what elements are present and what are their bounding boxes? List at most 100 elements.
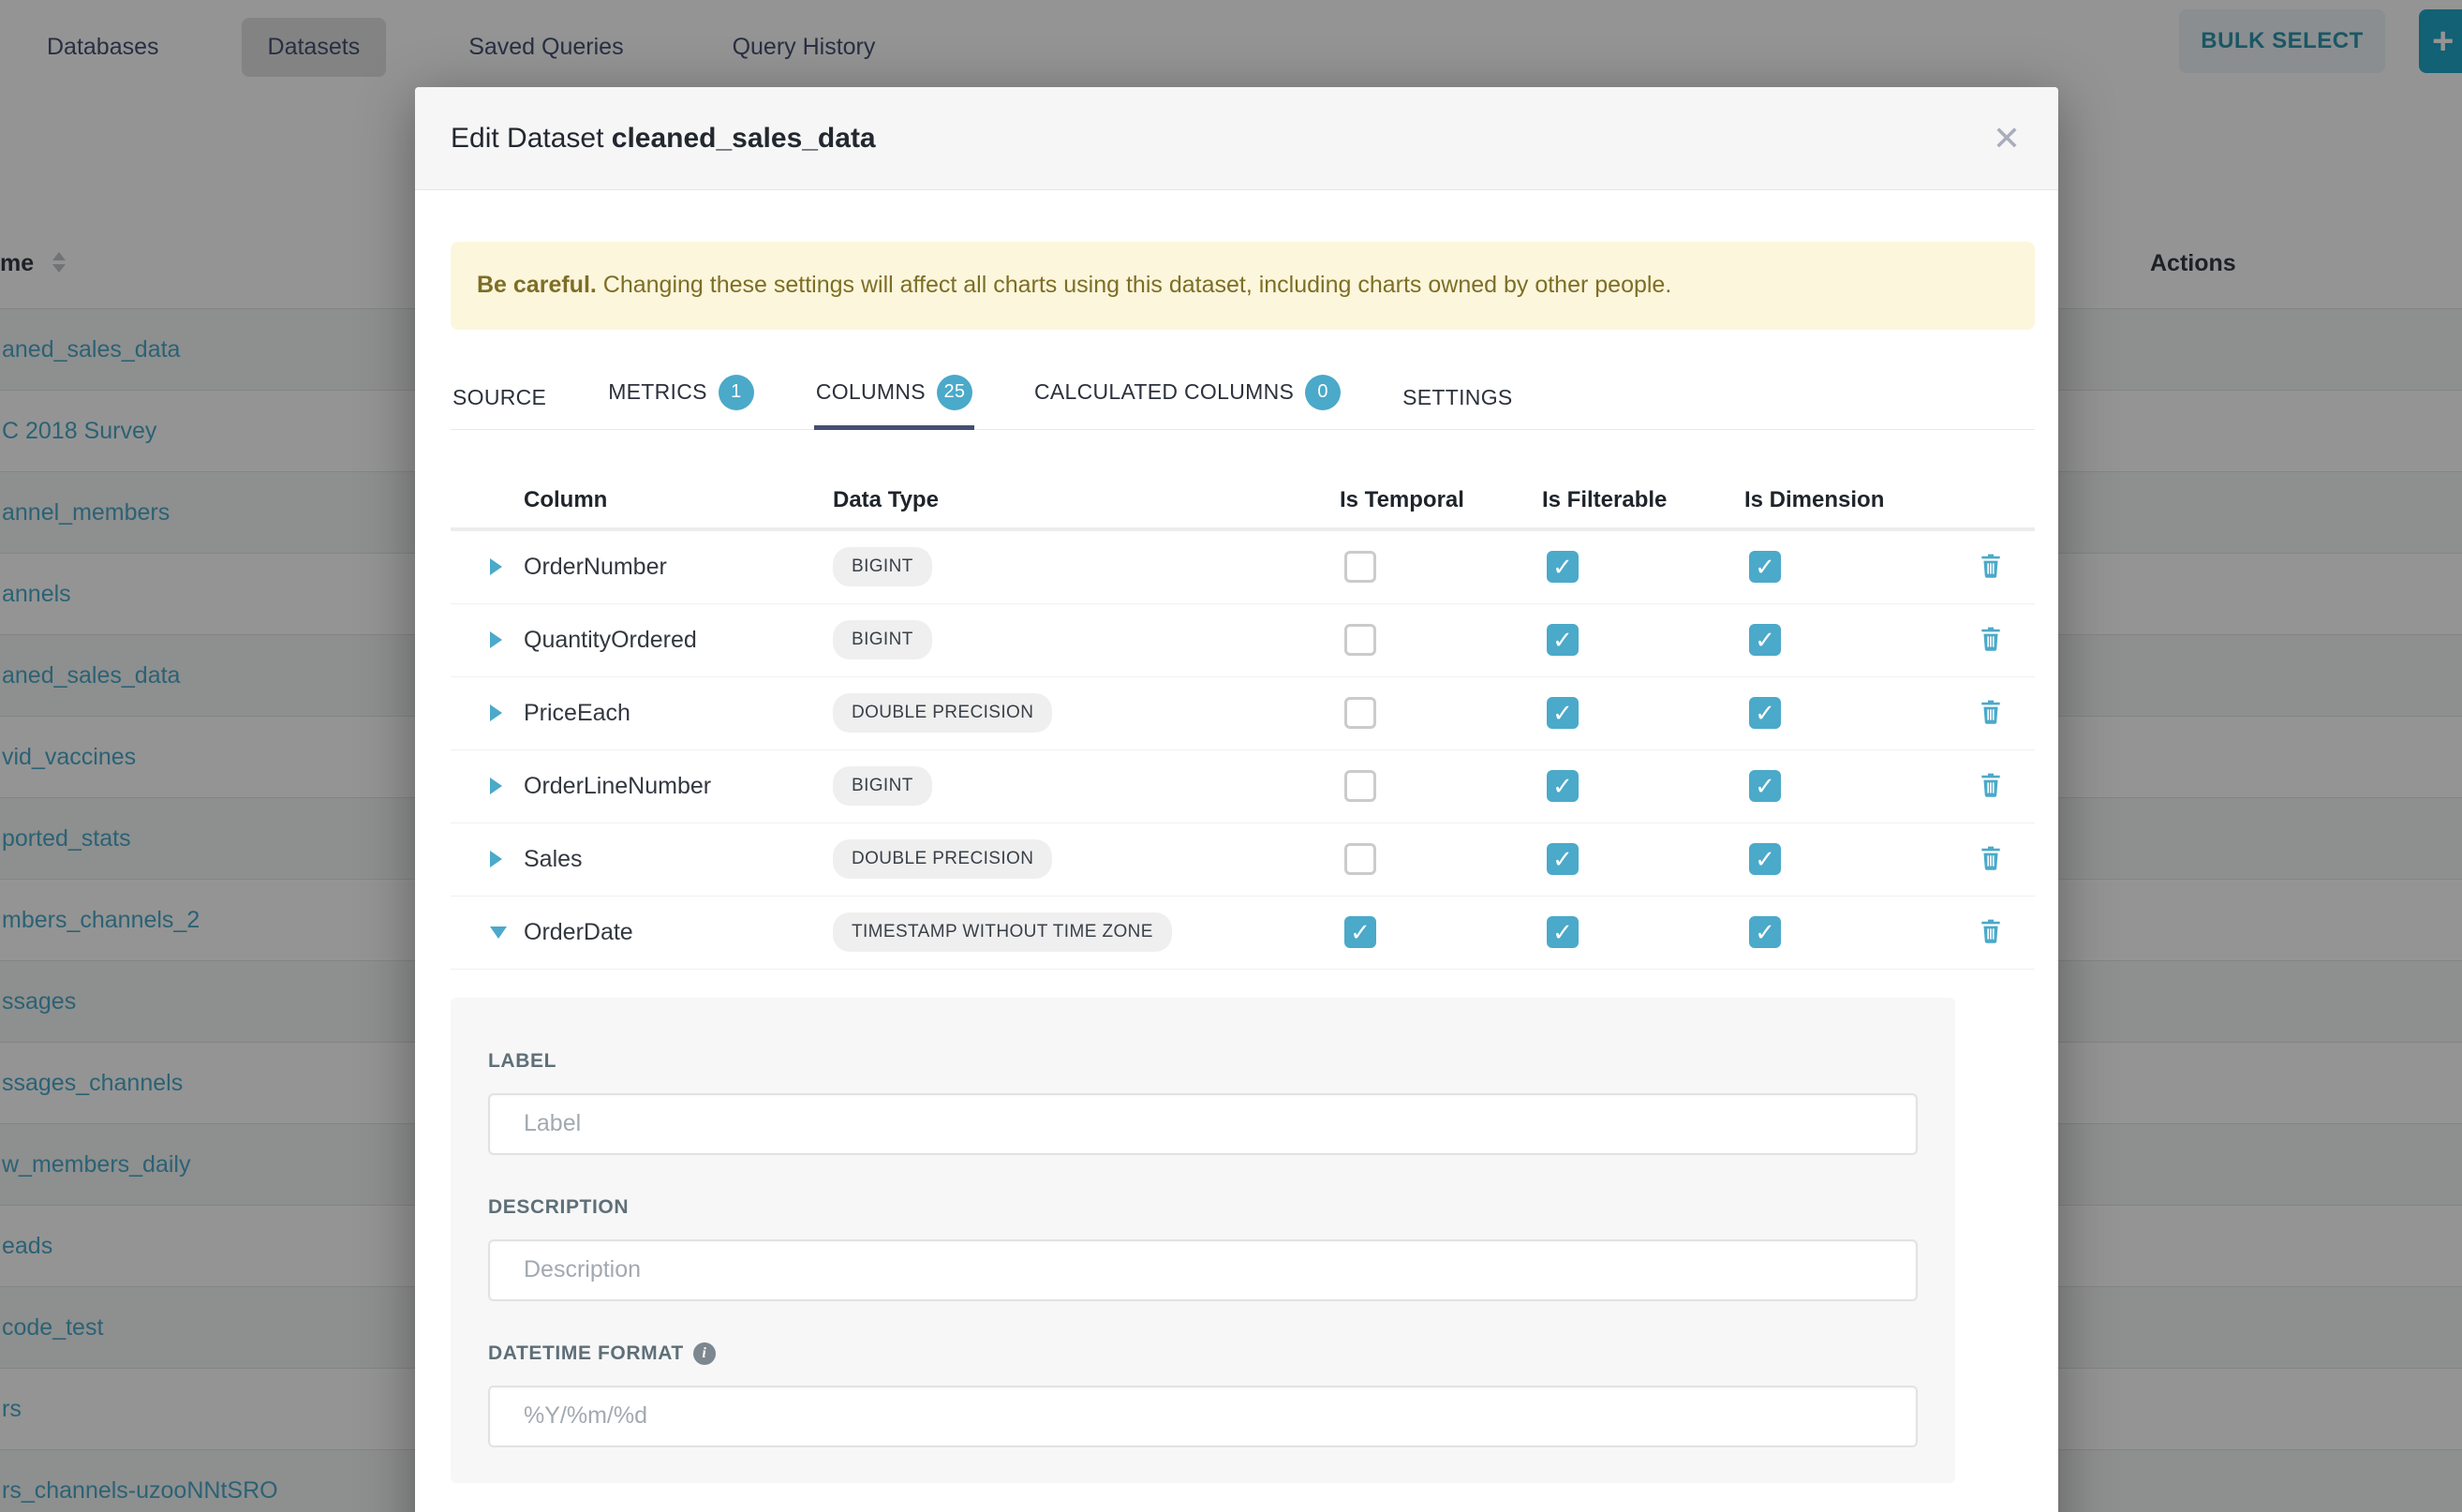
dataset-link[interactable]: vid_vaccines (2, 743, 137, 770)
expand-caret-icon[interactable] (490, 558, 502, 576)
label-input[interactable] (488, 1092, 1918, 1155)
is-dimension-checkbox[interactable]: ✓ (1749, 770, 1781, 803)
datetime-format-field-label: DATETIME FORMAT i (488, 1342, 1918, 1365)
is-dimension-checkbox[interactable]: ✓ (1749, 624, 1781, 657)
is-filterable-checkbox[interactable]: ✓ (1547, 770, 1579, 803)
nav-item-databases[interactable]: Databases (47, 33, 159, 60)
dataset-link[interactable]: mbers_channels_2 (2, 906, 200, 933)
is-temporal-checkbox[interactable]: ✓ (1344, 916, 1376, 949)
collapse-caret-icon[interactable] (490, 926, 507, 939)
is-filterable-checkbox[interactable]: ✓ (1547, 697, 1579, 730)
name-column-header[interactable]: me (0, 250, 35, 276)
expand-caret-cell (451, 558, 524, 576)
add-dataset-button[interactable]: + (2419, 9, 2462, 73)
is-temporal-checkbox[interactable] (1344, 843, 1376, 876)
expand-caret-icon[interactable] (490, 704, 502, 722)
is-dimension-checkbox[interactable]: ✓ (1749, 916, 1781, 949)
dataset-link[interactable]: ssages_channels (2, 1069, 184, 1096)
description-input[interactable] (488, 1238, 1918, 1301)
expand-caret-cell (451, 851, 524, 868)
description-field-label: DESCRIPTION (488, 1195, 630, 1218)
column-row-quantityordered: QuantityOrdered BIGINT ✓ ✓ (451, 604, 2035, 677)
check-icon: ✓ (1552, 845, 1573, 874)
is-temporal-checkbox[interactable] (1344, 697, 1376, 730)
top-navbar: Databases Datasets Saved Queries Query Hist… (0, 0, 2462, 94)
trash-icon[interactable] (1979, 845, 2003, 874)
tab-settings[interactable]: SETTINGS (1401, 372, 1514, 429)
check-icon: ✓ (1755, 772, 1775, 801)
dataset-link[interactable]: code_test (2, 1313, 104, 1341)
dataset-link[interactable]: ssages (2, 987, 77, 1015)
column-row-sales: Sales DOUBLE PRECISION ✓ ✓ (451, 823, 2035, 897)
expand-caret-cell (451, 778, 524, 795)
check-icon: ✓ (1755, 699, 1775, 728)
tab-calculated-columns[interactable]: CALCULATED COLUMNS 0 (1032, 362, 1342, 429)
data-type-pill: BIGINT (833, 766, 932, 807)
is-temporal-checkbox[interactable] (1344, 551, 1376, 584)
delete-cell (1947, 772, 2035, 801)
dataset-link[interactable]: rs_channels-uzooNNtSRO (2, 1476, 278, 1504)
check-icon: ✓ (1552, 918, 1573, 947)
dataset-link[interactable]: aned_sales_data (2, 661, 181, 689)
expand-caret-icon[interactable] (490, 778, 502, 795)
tab-metrics[interactable]: METRICS 1 (606, 362, 756, 429)
data-type-pill: BIGINT (833, 547, 932, 587)
bulk-select-button[interactable]: BULK SELECT (2179, 9, 2385, 73)
column-name: OrderNumber (524, 553, 667, 580)
data-type-pill: DOUBLE PRECISION (833, 693, 1053, 734)
is-dimension-cell: ✓ (1744, 843, 1947, 876)
is-dimension-cell: ✓ (1744, 551, 1947, 584)
column-header-is-filterable: Is Filterable (1542, 486, 1668, 512)
is-filterable-cell: ✓ (1542, 697, 1744, 730)
nav-item-datasets[interactable]: Datasets (241, 17, 387, 77)
expand-caret-icon[interactable] (490, 851, 502, 868)
is-temporal-checkbox[interactable] (1344, 770, 1376, 803)
data-type-pill: BIGINT (833, 620, 932, 660)
warning-banner: Be careful. Changing these settings will… (451, 242, 2035, 330)
nav-item-saved-queries[interactable]: Saved Queries (468, 33, 624, 60)
is-filterable-checkbox[interactable]: ✓ (1547, 551, 1579, 584)
is-filterable-checkbox[interactable]: ✓ (1547, 624, 1579, 657)
is-filterable-checkbox[interactable]: ✓ (1547, 916, 1579, 949)
is-temporal-cell: ✓ (1340, 916, 1542, 949)
tab-count-badge: 1 (718, 374, 754, 410)
datetime-format-input[interactable] (488, 1385, 1918, 1447)
trash-icon[interactable] (1979, 553, 2003, 582)
is-temporal-checkbox[interactable] (1344, 624, 1376, 657)
is-dimension-checkbox[interactable]: ✓ (1749, 551, 1781, 584)
tab-source[interactable]: SOURCE (451, 372, 548, 429)
dataset-link[interactable]: C 2018 Survey (2, 417, 157, 444)
close-icon[interactable]: ✕ (1992, 118, 2021, 157)
dataset-link[interactable]: aned_sales_data (2, 335, 181, 363)
modal-title-prefix: Edit Dataset (451, 122, 604, 154)
modal-title: Edit Dataset cleaned_sales_data (451, 123, 876, 155)
trash-icon[interactable] (1979, 699, 2003, 728)
data-type-cell: BIGINT (833, 547, 1340, 587)
trash-icon[interactable] (1979, 918, 2003, 947)
is-temporal-cell (1340, 624, 1542, 657)
data-type-pill: DOUBLE PRECISION (833, 839, 1053, 880)
check-icon: ✓ (1755, 918, 1775, 947)
tab-label: CALCULATED COLUMNS (1033, 379, 1295, 405)
is-dimension-checkbox[interactable]: ✓ (1749, 697, 1781, 730)
is-filterable-checkbox[interactable]: ✓ (1547, 843, 1579, 876)
dataset-link[interactable]: annels (2, 580, 71, 607)
edit-dataset-modal: Edit Dataset cleaned_sales_data ✕ Be car… (415, 87, 2058, 1512)
nav-item-query-history[interactable]: Query History (732, 33, 876, 60)
dataset-link[interactable]: ported_stats (2, 824, 131, 852)
column-name: OrderDate (524, 918, 633, 945)
dataset-link[interactable]: w_members_daily (2, 1150, 191, 1178)
expand-caret-icon[interactable] (490, 631, 502, 649)
dataset-link[interactable]: rs (2, 1395, 22, 1422)
is-dimension-cell: ✓ (1744, 697, 1947, 730)
info-icon[interactable]: i (692, 1342, 716, 1365)
dataset-link[interactable]: eads (2, 1232, 53, 1259)
is-dimension-checkbox[interactable]: ✓ (1749, 843, 1781, 876)
dataset-link[interactable]: annel_members (2, 498, 171, 526)
trash-icon[interactable] (1979, 772, 2003, 801)
tab-label: METRICS (608, 379, 707, 405)
sort-icon[interactable] (52, 252, 66, 273)
column-name: QuantityOrdered (524, 626, 697, 653)
tab-columns[interactable]: COLUMNS 25 (813, 362, 975, 430)
trash-icon[interactable] (1979, 626, 2003, 655)
